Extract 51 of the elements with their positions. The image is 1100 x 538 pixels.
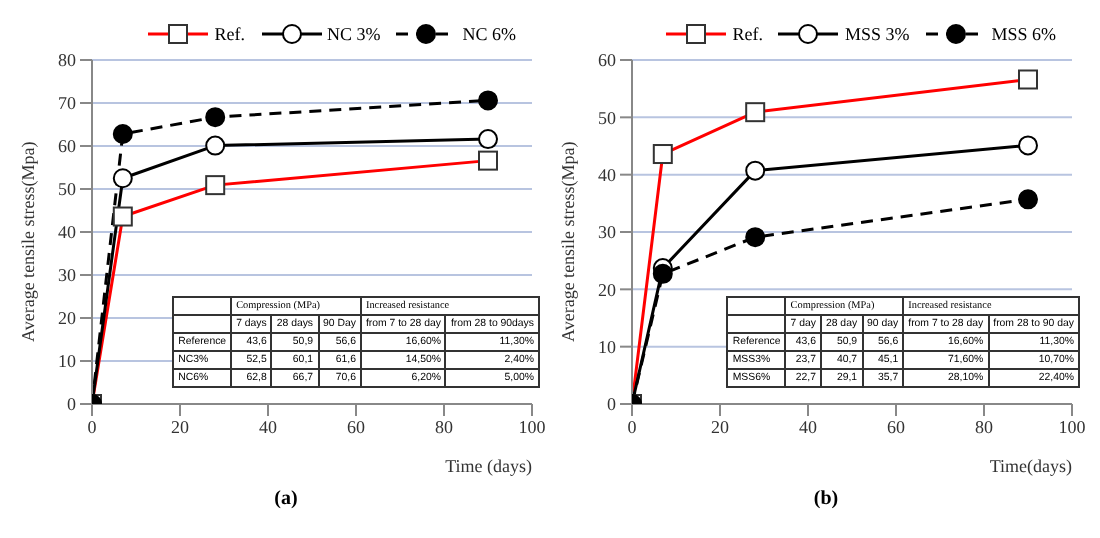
y-tick-label: 30 xyxy=(58,265,77,286)
text: (b) xyxy=(811,488,841,510)
x-tick-label: 60 xyxy=(347,416,366,437)
x-tick-label: 100 xyxy=(1058,416,1087,437)
x-tick-label: 40 xyxy=(799,416,818,437)
point xyxy=(478,90,498,111)
y-tick-label: 10 xyxy=(58,351,77,372)
y-axis-title: Average tensile stress(Mpa) xyxy=(18,141,39,342)
point xyxy=(1018,189,1038,210)
y-tick-label: 70 xyxy=(58,93,77,114)
legend-label: MSS 6% xyxy=(991,24,1056,44)
point xyxy=(1018,135,1038,156)
y-tick-label: 80 xyxy=(58,50,77,71)
y-tick-label: 0 xyxy=(607,394,617,415)
y-axis-title: Average tensile stress(Mpa) xyxy=(558,141,579,342)
point xyxy=(112,168,133,189)
point xyxy=(652,263,673,284)
x-tick-label: 20 xyxy=(711,416,730,437)
legend-label: Ref. xyxy=(214,24,245,44)
x-tick-label: 20 xyxy=(171,416,190,437)
y-tick-label: 50 xyxy=(598,107,617,128)
x-axis-title: Time (days) xyxy=(445,456,532,476)
x-tick-label: 60 xyxy=(887,416,906,437)
x-tick-label: 0 xyxy=(87,416,98,437)
y-tick-label: 0 xyxy=(67,394,77,415)
legend-label: MSS 3% xyxy=(844,24,910,44)
point xyxy=(478,129,498,150)
y-tick-label: 40 xyxy=(598,165,617,186)
x-tick-label: 80 xyxy=(975,416,994,437)
x-tick-label: 100 xyxy=(518,416,547,437)
y-tick-label: 20 xyxy=(598,279,617,300)
y-tick-label: 50 xyxy=(58,179,77,200)
point xyxy=(112,123,133,144)
x-tick-label: 40 xyxy=(259,416,278,437)
y-tick-label: 40 xyxy=(58,222,77,243)
y-tick-label: 30 xyxy=(598,222,617,243)
legend-label: NC 6% xyxy=(462,24,516,44)
point xyxy=(745,160,766,181)
y-tick-label: 10 xyxy=(598,337,617,358)
point xyxy=(745,227,766,248)
x-tick-label: 80 xyxy=(435,416,454,437)
legend-label: Ref. xyxy=(732,24,763,44)
point xyxy=(205,107,226,128)
y-tick-label: 60 xyxy=(58,136,77,157)
legend-label: NC 3% xyxy=(327,24,381,44)
y-tick-label: 60 xyxy=(598,50,617,71)
text: (a) xyxy=(272,488,300,510)
y-tick-label: 20 xyxy=(58,308,77,329)
x-tick-label: 0 xyxy=(627,416,638,437)
x-axis-title: Time(days) xyxy=(989,456,1072,476)
point xyxy=(205,135,226,156)
